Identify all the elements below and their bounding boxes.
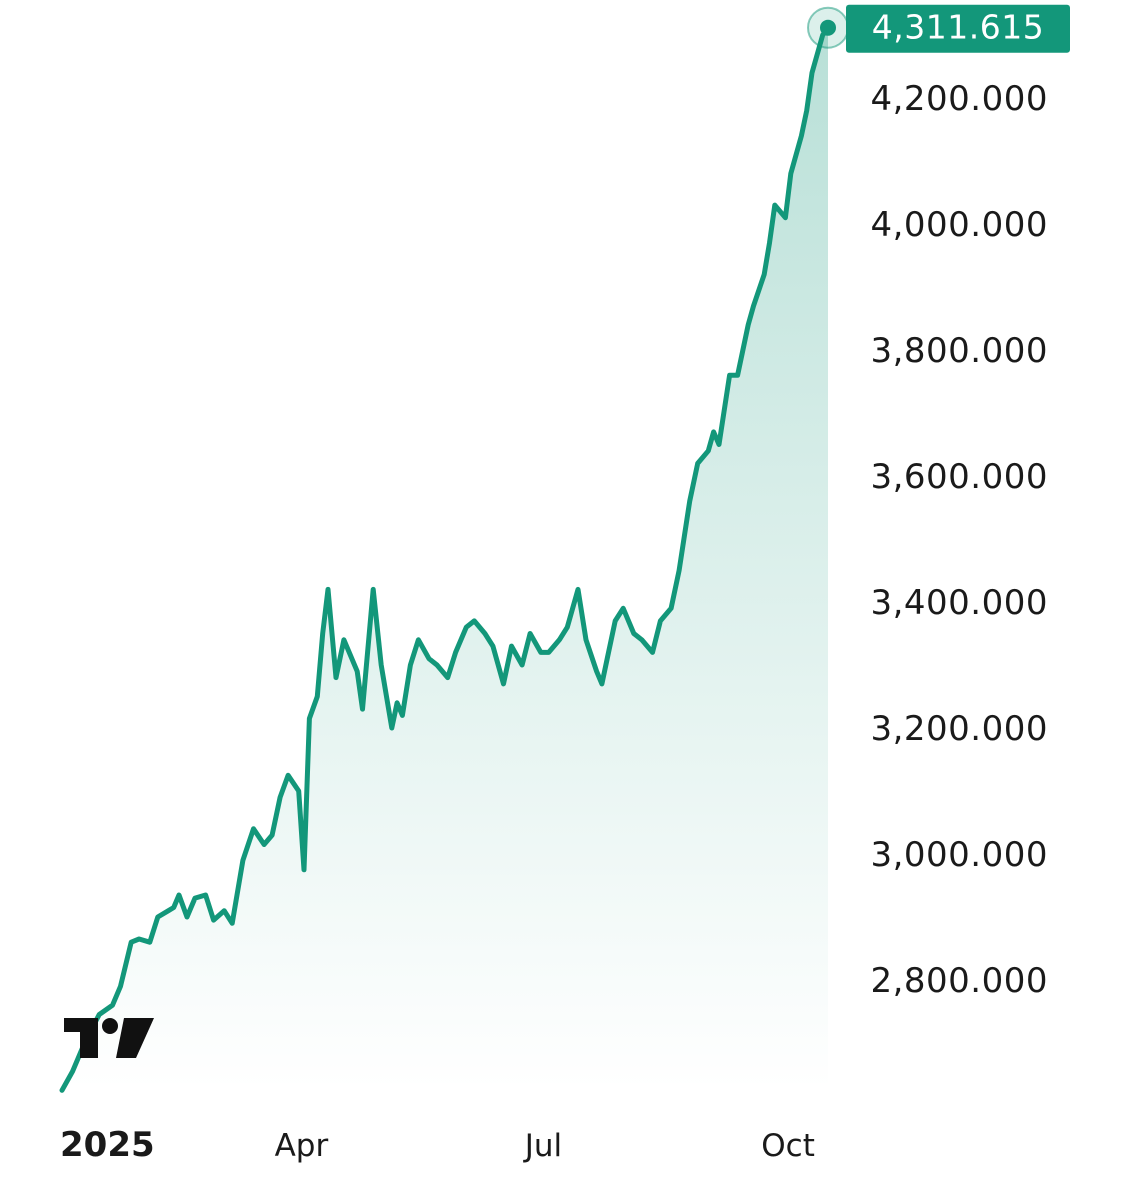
last-price-marker (807, 6, 849, 49)
y-tick-label: 4,200.000 (870, 79, 1048, 119)
tradingview-logo (64, 1018, 154, 1058)
x-tick-label: Jul (523, 1128, 562, 1164)
series-area (62, 27, 828, 1091)
x-tick-label: Oct (761, 1128, 815, 1164)
x-tick-label: Apr (275, 1128, 329, 1164)
x-tick-label: 2025 (60, 1125, 155, 1165)
y-tick-label: 3,000.000 (870, 835, 1048, 875)
y-tick-label: 3,800.000 (870, 331, 1048, 371)
last-price-dot (820, 19, 836, 36)
y-tick-label: 3,400.000 (870, 583, 1048, 623)
x-axis: 2025 Apr Jul Oct (60, 1125, 815, 1165)
last-price-badge-bg (846, 4, 1070, 53)
area-fill-layer (62, 27, 828, 1091)
series-line (59, 25, 831, 1093)
y-tick-label: 3,600.000 (870, 457, 1048, 497)
y-axis: 2,800.000 3,000.000 3,200.000 3,400.000 3,60… (870, 79, 1048, 1001)
y-tick-label: 3,200.000 (870, 709, 1048, 749)
last-price-label: 4,311.615 (872, 8, 1044, 47)
last-price-badge: 4,311.615 (846, 4, 1070, 53)
y-tick-label: 2,800.000 (870, 961, 1048, 1001)
series-line-layer (59, 25, 831, 1093)
y-tick-label: 4,000.000 (870, 205, 1048, 245)
